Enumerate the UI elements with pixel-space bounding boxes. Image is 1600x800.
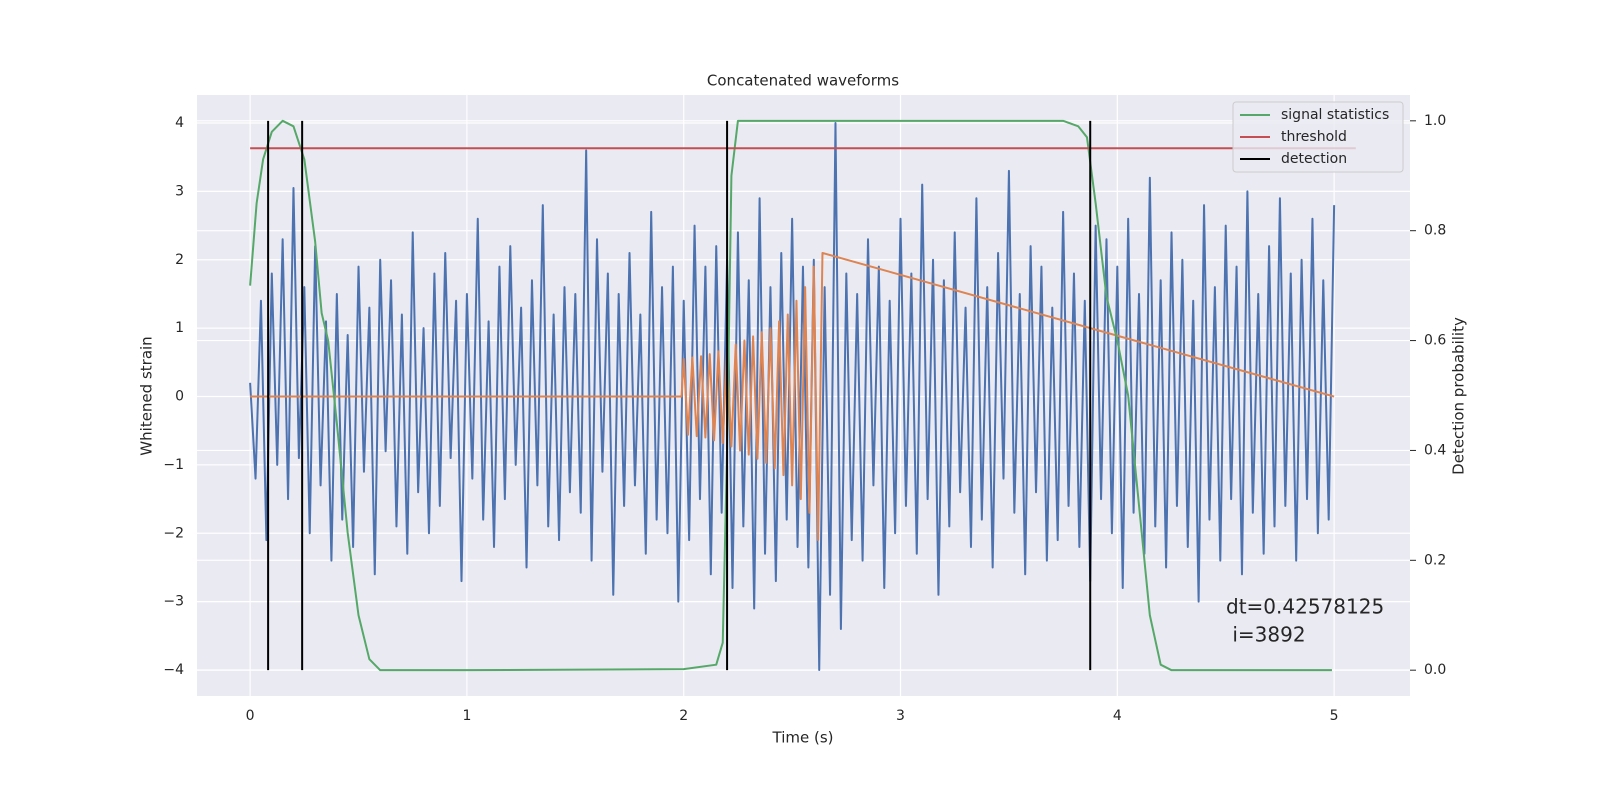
x-tick-label: 3 bbox=[896, 708, 905, 724]
y2-tick-label: 0.0 bbox=[1424, 662, 1446, 678]
y2-tick-label: 1.0 bbox=[1424, 113, 1446, 129]
y2-axis-label: Detection probability bbox=[1450, 317, 1468, 475]
chart-title: Concatenated waveforms bbox=[707, 72, 899, 90]
x-tick-label: 4 bbox=[1113, 708, 1122, 724]
y-tick-label: 4 bbox=[175, 115, 184, 131]
x-tick-label: 1 bbox=[462, 708, 471, 724]
x-tick-label: 5 bbox=[1330, 708, 1339, 724]
x-tick-label: 2 bbox=[679, 708, 688, 724]
series-line bbox=[250, 251, 1335, 542]
y-tick-label: 0 bbox=[175, 389, 184, 405]
x-tick-label: 0 bbox=[246, 708, 255, 724]
legend-label: threshold bbox=[1281, 129, 1347, 145]
y-tick-label: 3 bbox=[175, 183, 184, 199]
y-tick-label: −1 bbox=[163, 457, 184, 473]
y-axis-label: Whitened strain bbox=[138, 336, 156, 455]
y-tick-label: −2 bbox=[163, 525, 184, 541]
y-tick-label: −3 bbox=[163, 594, 184, 610]
y2-tick-label: 0.6 bbox=[1424, 333, 1446, 349]
legend-label: detection bbox=[1281, 151, 1347, 167]
legend-label: signal statistics bbox=[1281, 107, 1389, 123]
y-tick-label: 2 bbox=[175, 252, 184, 268]
annotation: i=3892 bbox=[1226, 623, 1306, 647]
y2-tick-label: 0.8 bbox=[1424, 223, 1446, 239]
x-axis-label: Time (s) bbox=[772, 729, 834, 747]
annotation: dt=0.42578125 bbox=[1226, 595, 1384, 619]
y2-tick-label: 0.4 bbox=[1424, 442, 1446, 458]
series-line bbox=[249, 122, 1336, 672]
y2-tick-label: 0.2 bbox=[1424, 552, 1446, 568]
y-tick-label: −4 bbox=[163, 662, 184, 678]
y-tick-label: 1 bbox=[175, 320, 184, 336]
legend-box bbox=[1232, 101, 1404, 173]
